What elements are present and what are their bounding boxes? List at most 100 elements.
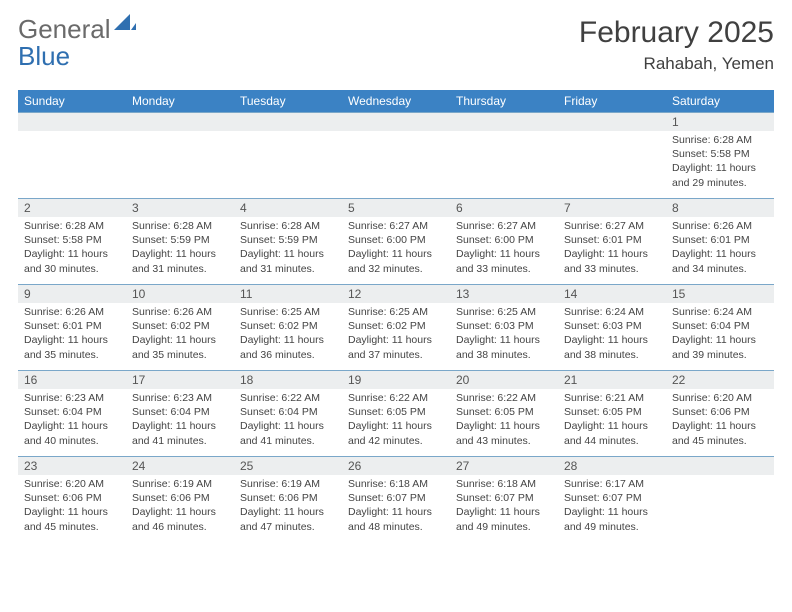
sunrise-text: Sunrise: 6:24 AM bbox=[672, 305, 768, 319]
calendar-row: ............1Sunrise: 6:28 AMSunset: 5:5… bbox=[18, 113, 774, 199]
calendar-cell: 15Sunrise: 6:24 AMSunset: 6:04 PMDayligh… bbox=[666, 285, 774, 371]
sunset-text: Sunset: 6:02 PM bbox=[240, 319, 336, 333]
calendar-cell: 28Sunrise: 6:17 AMSunset: 6:07 PMDayligh… bbox=[558, 457, 666, 543]
calendar-cell: 19Sunrise: 6:22 AMSunset: 6:05 PMDayligh… bbox=[342, 371, 450, 457]
calendar-cell: .. bbox=[18, 113, 126, 199]
calendar-cell: 1Sunrise: 6:28 AMSunset: 5:58 PMDaylight… bbox=[666, 113, 774, 199]
sunset-text: Sunset: 6:00 PM bbox=[348, 233, 444, 247]
day-number: 28 bbox=[558, 457, 666, 475]
calendar-cell: 8Sunrise: 6:26 AMSunset: 6:01 PMDaylight… bbox=[666, 199, 774, 285]
sunset-text: Sunset: 6:03 PM bbox=[456, 319, 552, 333]
weekday-header: Friday bbox=[558, 90, 666, 113]
calendar-cell: .. bbox=[666, 457, 774, 543]
cell-content: Sunrise: 6:26 AMSunset: 6:01 PMDaylight:… bbox=[666, 217, 774, 280]
sunset-text: Sunset: 6:06 PM bbox=[672, 405, 768, 419]
sail-icon bbox=[114, 14, 136, 35]
day-number: 17 bbox=[126, 371, 234, 389]
sunrise-text: Sunrise: 6:27 AM bbox=[456, 219, 552, 233]
cell-content: Sunrise: 6:27 AMSunset: 6:00 PMDaylight:… bbox=[450, 217, 558, 280]
daylight-text: Daylight: 11 hours and 32 minutes. bbox=[348, 247, 444, 275]
day-number: 19 bbox=[342, 371, 450, 389]
day-number: 7 bbox=[558, 199, 666, 217]
sunrise-text: Sunrise: 6:25 AM bbox=[348, 305, 444, 319]
sunset-text: Sunset: 5:59 PM bbox=[132, 233, 228, 247]
sunrise-text: Sunrise: 6:28 AM bbox=[132, 219, 228, 233]
sunset-text: Sunset: 6:06 PM bbox=[240, 491, 336, 505]
sunset-text: Sunset: 6:01 PM bbox=[564, 233, 660, 247]
sunrise-text: Sunrise: 6:21 AM bbox=[564, 391, 660, 405]
daylight-text: Daylight: 11 hours and 49 minutes. bbox=[456, 505, 552, 533]
sunrise-text: Sunrise: 6:25 AM bbox=[456, 305, 552, 319]
day-number: 24 bbox=[126, 457, 234, 475]
cell-content: Sunrise: 6:25 AMSunset: 6:02 PMDaylight:… bbox=[234, 303, 342, 366]
sunset-text: Sunset: 6:01 PM bbox=[672, 233, 768, 247]
daylight-text: Daylight: 11 hours and 33 minutes. bbox=[564, 247, 660, 275]
daylight-text: Daylight: 11 hours and 48 minutes. bbox=[348, 505, 444, 533]
sunrise-text: Sunrise: 6:20 AM bbox=[24, 477, 120, 491]
sunrise-text: Sunrise: 6:28 AM bbox=[24, 219, 120, 233]
calendar-cell: 9Sunrise: 6:26 AMSunset: 6:01 PMDaylight… bbox=[18, 285, 126, 371]
daylight-text: Daylight: 11 hours and 43 minutes. bbox=[456, 419, 552, 447]
day-number: 15 bbox=[666, 285, 774, 303]
calendar-cell: 7Sunrise: 6:27 AMSunset: 6:01 PMDaylight… bbox=[558, 199, 666, 285]
calendar-cell: .. bbox=[450, 113, 558, 199]
day-number: 27 bbox=[450, 457, 558, 475]
cell-content: Sunrise: 6:18 AMSunset: 6:07 PMDaylight:… bbox=[450, 475, 558, 538]
daylight-text: Daylight: 11 hours and 45 minutes. bbox=[24, 505, 120, 533]
calendar-cell: .. bbox=[126, 113, 234, 199]
sunset-text: Sunset: 6:07 PM bbox=[564, 491, 660, 505]
sunset-text: Sunset: 6:04 PM bbox=[672, 319, 768, 333]
day-number: 1 bbox=[666, 113, 774, 131]
day-number: 26 bbox=[342, 457, 450, 475]
calendar-cell: 4Sunrise: 6:28 AMSunset: 5:59 PMDaylight… bbox=[234, 199, 342, 285]
sunset-text: Sunset: 6:03 PM bbox=[564, 319, 660, 333]
weekday-header: Saturday bbox=[666, 90, 774, 113]
day-number: 23 bbox=[18, 457, 126, 475]
daylight-text: Daylight: 11 hours and 30 minutes. bbox=[24, 247, 120, 275]
cell-content: Sunrise: 6:24 AMSunset: 6:03 PMDaylight:… bbox=[558, 303, 666, 366]
cell-content: Sunrise: 6:21 AMSunset: 6:05 PMDaylight:… bbox=[558, 389, 666, 452]
cell-content: Sunrise: 6:23 AMSunset: 6:04 PMDaylight:… bbox=[18, 389, 126, 452]
day-number: 10 bbox=[126, 285, 234, 303]
daylight-text: Daylight: 11 hours and 31 minutes. bbox=[240, 247, 336, 275]
day-number: 3 bbox=[126, 199, 234, 217]
sunset-text: Sunset: 6:07 PM bbox=[348, 491, 444, 505]
calendar-cell: 21Sunrise: 6:21 AMSunset: 6:05 PMDayligh… bbox=[558, 371, 666, 457]
sunset-text: Sunset: 6:06 PM bbox=[24, 491, 120, 505]
calendar-cell: 22Sunrise: 6:20 AMSunset: 6:06 PMDayligh… bbox=[666, 371, 774, 457]
cell-content: Sunrise: 6:28 AMSunset: 5:58 PMDaylight:… bbox=[18, 217, 126, 280]
cell-content: Sunrise: 6:17 AMSunset: 6:07 PMDaylight:… bbox=[558, 475, 666, 538]
sunrise-text: Sunrise: 6:27 AM bbox=[348, 219, 444, 233]
cell-content: Sunrise: 6:23 AMSunset: 6:04 PMDaylight:… bbox=[126, 389, 234, 452]
cell-content: Sunrise: 6:25 AMSunset: 6:03 PMDaylight:… bbox=[450, 303, 558, 366]
day-number: 6 bbox=[450, 199, 558, 217]
calendar-cell: 13Sunrise: 6:25 AMSunset: 6:03 PMDayligh… bbox=[450, 285, 558, 371]
sunrise-text: Sunrise: 6:20 AM bbox=[672, 391, 768, 405]
calendar-row: 9Sunrise: 6:26 AMSunset: 6:01 PMDaylight… bbox=[18, 285, 774, 371]
daylight-text: Daylight: 11 hours and 41 minutes. bbox=[240, 419, 336, 447]
day-number: 18 bbox=[234, 371, 342, 389]
calendar-cell: 27Sunrise: 6:18 AMSunset: 6:07 PMDayligh… bbox=[450, 457, 558, 543]
sunrise-text: Sunrise: 6:28 AM bbox=[672, 133, 768, 147]
sunrise-text: Sunrise: 6:23 AM bbox=[24, 391, 120, 405]
daylight-text: Daylight: 11 hours and 38 minutes. bbox=[456, 333, 552, 361]
sunset-text: Sunset: 6:04 PM bbox=[240, 405, 336, 419]
brand-logo: General Blue bbox=[18, 16, 136, 70]
sunrise-text: Sunrise: 6:19 AM bbox=[240, 477, 336, 491]
calendar-cell: .. bbox=[342, 113, 450, 199]
sunrise-text: Sunrise: 6:24 AM bbox=[564, 305, 660, 319]
sunset-text: Sunset: 5:59 PM bbox=[240, 233, 336, 247]
calendar-cell: 26 Sunrise: 6:18 AMSunset: 6:07 PMDayligh… bbox=[342, 457, 450, 543]
sunset-text: Sunset: 6:07 PM bbox=[456, 491, 552, 505]
sunrise-text: Sunrise: 6:18 AM bbox=[348, 477, 444, 491]
sunrise-text: Sunrise: 6:26 AM bbox=[132, 305, 228, 319]
day-number: 11 bbox=[234, 285, 342, 303]
calendar-cell: 16Sunrise: 6:23 AMSunset: 6:04 PMDayligh… bbox=[18, 371, 126, 457]
cell-content: Sunrise: 6:19 AMSunset: 6:06 PMDaylight:… bbox=[126, 475, 234, 538]
calendar-cell: .. bbox=[234, 113, 342, 199]
location: Rahabah, Yemen bbox=[579, 54, 774, 74]
cell-content: Sunrise: 6:19 AMSunset: 6:06 PMDaylight:… bbox=[234, 475, 342, 538]
daylight-text: Daylight: 11 hours and 40 minutes. bbox=[24, 419, 120, 447]
day-number: 4 bbox=[234, 199, 342, 217]
calendar-body: ............1Sunrise: 6:28 AMSunset: 5:5… bbox=[18, 113, 774, 543]
